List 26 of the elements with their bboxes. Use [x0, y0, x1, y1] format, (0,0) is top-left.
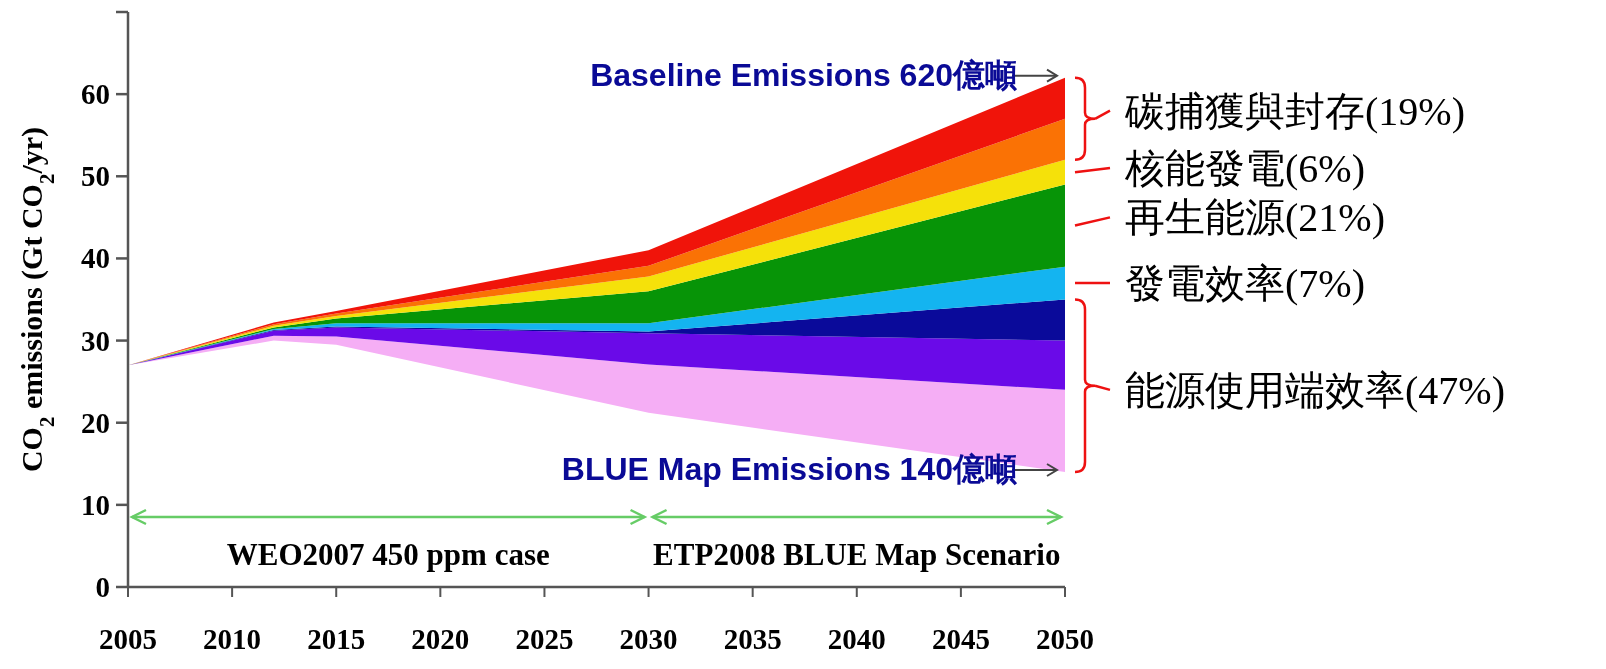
text: 能源使用端效率(47%) [1125, 367, 1505, 413]
y-tick-label: 10 [81, 488, 110, 521]
y-tick-label: 0 [95, 571, 110, 603]
x-tick-label: 2015 [307, 623, 366, 655]
text: 再生能源(21%) [1125, 195, 1385, 241]
y-tick-label: 30 [81, 324, 110, 357]
x-tick-label: 2050 [1036, 623, 1094, 655]
annotation: ETP2008 BLUE Map Scenario [653, 537, 1061, 572]
annotation: WEO2007 450 ppm case [226, 537, 550, 572]
x-tick-label: 2010 [203, 623, 262, 655]
x-tick-label: 2040 [827, 623, 886, 655]
x-tick-label: 2030 [619, 623, 678, 655]
x-tick-label: 2045 [931, 623, 990, 655]
annotation: Baseline Emissions 620億噸 [590, 56, 1018, 93]
text: 核能發電(6%) [1124, 146, 1365, 192]
text: 發電效率(7%) [1125, 261, 1365, 307]
annotation: BLUE Map Emissions 140億噸 [561, 451, 1018, 487]
y-tick-label: 60 [81, 78, 110, 111]
y-tick-label: 50 [81, 160, 110, 193]
y-tick-label: 40 [81, 242, 110, 275]
text: 碳捕獲與封存(19%) [1124, 88, 1465, 134]
x-tick-label: 2020 [411, 623, 470, 655]
x-tick-label: 2035 [723, 623, 782, 655]
x-tick-label: 2025 [515, 623, 574, 655]
x-tick-label: 2005 [99, 623, 157, 655]
y-tick-label: 20 [81, 406, 110, 439]
